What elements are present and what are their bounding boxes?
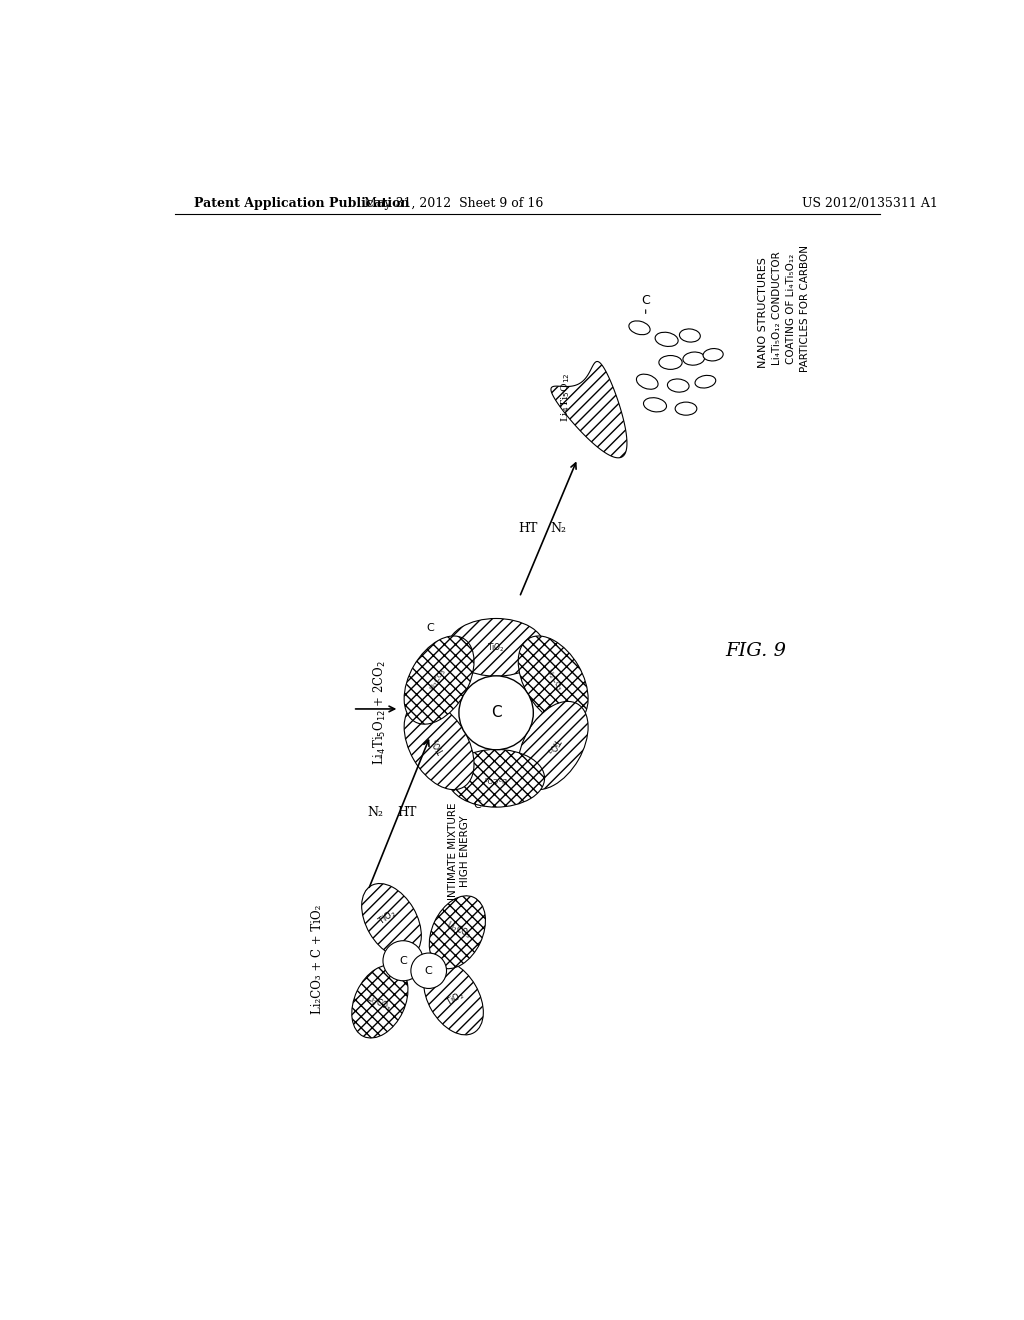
Text: Li$_2$CO$_3$: Li$_2$CO$_3$ (364, 991, 393, 1014)
Ellipse shape (404, 636, 474, 725)
Text: HT: HT (518, 521, 538, 535)
Text: C: C (399, 956, 407, 966)
Ellipse shape (668, 379, 689, 392)
Text: N₂: N₂ (550, 521, 566, 535)
Text: Li$_2$CO$_3$: Li$_2$CO$_3$ (429, 667, 450, 693)
Ellipse shape (518, 701, 588, 789)
Ellipse shape (361, 883, 421, 958)
Text: Li₂CO₃ + C + TiO₂: Li₂CO₃ + C + TiO₂ (311, 904, 325, 1014)
Text: Li$_2$CO$_3$: Li$_2$CO$_3$ (543, 667, 563, 693)
Text: TiO$_2$: TiO$_2$ (443, 989, 467, 1010)
Ellipse shape (424, 961, 483, 1035)
Ellipse shape (675, 403, 697, 416)
Text: INTIMATE MIXTURE: INTIMATE MIXTURE (449, 803, 459, 900)
Text: HIGH ENERGY: HIGH ENERGY (460, 816, 470, 887)
Circle shape (383, 941, 423, 981)
Ellipse shape (643, 397, 667, 412)
Ellipse shape (683, 352, 705, 366)
Text: C: C (641, 294, 650, 308)
Text: Patent Application Publication: Patent Application Publication (194, 197, 410, 210)
Text: HT: HT (397, 807, 417, 820)
Ellipse shape (429, 896, 485, 969)
Text: C: C (490, 705, 502, 721)
Ellipse shape (518, 636, 588, 725)
Text: N₂: N₂ (368, 807, 384, 820)
Ellipse shape (352, 965, 408, 1038)
Ellipse shape (658, 355, 682, 370)
Text: C: C (425, 966, 432, 975)
Text: TiO$_2$: TiO$_2$ (487, 642, 505, 653)
Text: C: C (473, 800, 480, 810)
Ellipse shape (680, 329, 700, 342)
Text: TiO$_2$: TiO$_2$ (429, 735, 449, 756)
Ellipse shape (447, 619, 545, 676)
Circle shape (411, 953, 446, 989)
Ellipse shape (637, 374, 658, 389)
Text: Li$_4$Ti$_5$O$_{12}$ + 2CO$_2$: Li$_4$Ti$_5$O$_{12}$ + 2CO$_2$ (372, 660, 388, 766)
Text: TiO$_2$: TiO$_2$ (544, 735, 563, 756)
Text: Li$_2$CO$_3$: Li$_2$CO$_3$ (444, 919, 473, 941)
Polygon shape (551, 362, 627, 458)
Text: FIG. 9: FIG. 9 (725, 643, 786, 660)
Ellipse shape (404, 701, 474, 789)
Circle shape (459, 676, 534, 750)
Text: US 2012/0135311 A1: US 2012/0135311 A1 (802, 197, 938, 210)
Text: May 31, 2012  Sheet 9 of 16: May 31, 2012 Sheet 9 of 16 (364, 197, 543, 210)
Text: COATING OF Li₄Ti₅O₁₂: COATING OF Li₄Ti₅O₁₂ (786, 253, 797, 364)
Text: Li$_4$Ti$_5$O$_{12}$: Li$_4$Ti$_5$O$_{12}$ (559, 372, 572, 422)
Text: NANO STRUCTURES: NANO STRUCTURES (759, 257, 768, 368)
Ellipse shape (629, 321, 650, 335)
Text: C: C (426, 623, 434, 634)
Ellipse shape (447, 750, 545, 807)
Ellipse shape (695, 375, 716, 388)
Ellipse shape (655, 333, 678, 346)
Text: Li$_2$CO$_3$: Li$_2$CO$_3$ (484, 774, 508, 783)
Text: TiO$_2$: TiO$_2$ (376, 907, 399, 928)
Text: Li₄Ti₅O₁₂ CONDUCTOR: Li₄Ti₅O₁₂ CONDUCTOR (772, 252, 782, 366)
Text: PARTICLES FOR CARBON: PARTICLES FOR CARBON (801, 246, 810, 372)
Ellipse shape (703, 348, 723, 360)
